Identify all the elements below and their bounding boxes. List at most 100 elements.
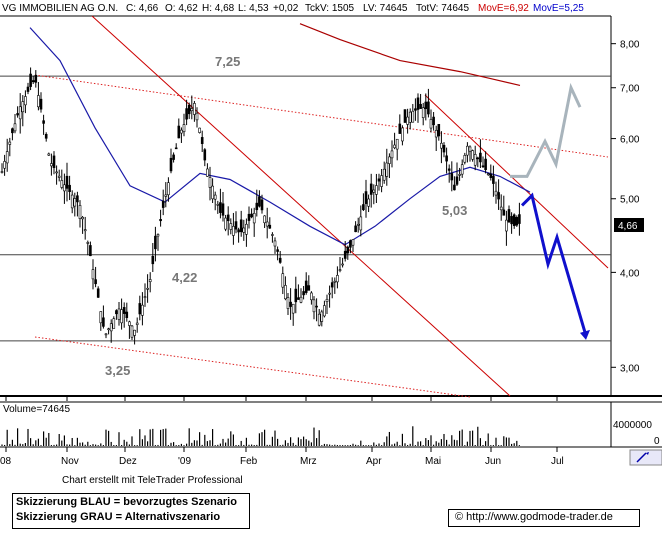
trend-line-red-long [91,15,511,397]
header-instrument: VG IMMOBILIEN AG O.N. [2,3,118,14]
header-change: +0,02 [273,3,299,14]
scenario-gray-path [510,82,582,178]
candle-body-24 [63,184,66,192]
header-move-blue: MovE=5,25 [533,3,584,14]
candle-body-161 [419,103,422,109]
header-totv: TotV: 74645 [416,3,469,14]
candle-body-136 [354,225,357,233]
volume-bars [1,426,521,446]
candle-body-177 [460,164,464,175]
header-low: L: 4,53 [238,3,269,14]
candle-body-100 [260,199,264,211]
candle-body-140 [364,191,368,204]
candle-body-188 [489,173,493,178]
header-lv: LV: 74645 [363,3,408,14]
trend-line-dotted-upper [34,74,609,158]
candle-body-63 [164,194,168,197]
candle-body-199 [518,214,521,224]
candle-body-45 [117,308,121,320]
scenario-blue-arrowhead [580,329,590,340]
candle-body-30 [78,205,82,219]
candle-body-56 [146,287,149,290]
candle-body-7 [18,106,22,120]
candle-body-37 [96,288,100,298]
candle-body-4 [11,128,14,134]
candle-body-40 [104,333,108,336]
candle-body-155 [403,109,407,123]
candle-body-29 [76,195,79,203]
candle-body-133 [346,246,350,254]
candle-body-108 [281,273,285,288]
candle-body-153 [398,123,402,134]
chart-tool-button[interactable] [629,449,662,466]
candle-body-21 [55,171,58,174]
x-tick-label-6: Apr [366,456,382,467]
candle-body-138 [359,216,363,231]
candle-body-179 [466,145,469,156]
candle-body-129 [336,275,339,283]
candle-body-132 [343,250,347,259]
x-tick-label-0: 08 [0,456,12,467]
candle-body-75 [195,112,199,121]
candle-body-146 [380,175,383,187]
trend-line-dotted-lower [34,336,471,398]
candle-body-49 [128,321,131,326]
candle-body-143 [372,189,376,193]
candle-body-142 [369,183,373,195]
candle-body-181 [471,150,474,160]
candle-body-174 [453,184,456,191]
candle-body-6 [16,113,19,116]
candle-body-41 [107,328,110,331]
candle-body-127 [330,282,334,288]
candle-body-14 [37,95,40,108]
header-high: H: 4,68 [202,3,235,14]
candle-body-106 [276,249,279,252]
candle-body-38 [99,311,103,324]
candle-body-72 [187,104,191,115]
candle-body-159 [414,108,417,111]
candle-body-26 [68,184,71,192]
candle-body-173 [450,173,454,181]
candle-body-137 [356,223,360,226]
candle-body-47 [122,307,126,314]
candle-body-27 [70,194,74,209]
candle-body-126 [328,292,331,295]
candle-body-165 [429,119,433,129]
candle-body-154 [401,127,404,142]
candle-body-194 [505,219,508,232]
annotation-level-low: 3,25 [105,363,130,378]
candle-body-22 [57,175,61,178]
candle-body-18 [47,153,51,156]
candle-body-160 [416,97,420,110]
candle-body-190 [494,190,498,196]
candle-body-69 [180,129,183,134]
chart-header: VG IMMOBILIEN AG O.N. C: 4,66 O: 4,62 H:… [2,3,584,14]
candle-body-36 [94,279,97,285]
x-tick-label-5: Mrz [300,456,317,467]
candle-body-11 [29,73,32,87]
candle-body-169 [440,142,443,149]
candle-body-163 [424,101,428,110]
candle-body-134 [349,240,352,248]
y-tick-label-4: 4,00 [620,268,640,279]
x-tick-label-3: '09 [178,456,191,467]
annotation-level-recent: 5,03 [442,203,467,218]
candle-body-187 [486,173,490,175]
candle-body-178 [463,155,467,163]
candle-body-99 [258,196,261,207]
candle-body-164 [427,101,430,115]
volume-title: Volume=74645 [3,404,70,415]
candle-body-109 [284,285,287,300]
candle-body-16 [42,120,45,124]
copyright-link[interactable]: © http://www.godmode-trader.de [455,511,613,523]
candle-body-92 [239,219,243,233]
candle-body-131 [341,263,344,266]
candle-body-17 [44,133,48,139]
candle-body-172 [447,168,451,171]
candle-body-53 [138,303,142,315]
candle-body-80 [208,177,212,188]
candle-body-58 [151,255,155,265]
last-price-text: 4,66 [618,221,638,232]
candle-body-20 [52,155,56,169]
candle-body-97 [252,213,256,224]
